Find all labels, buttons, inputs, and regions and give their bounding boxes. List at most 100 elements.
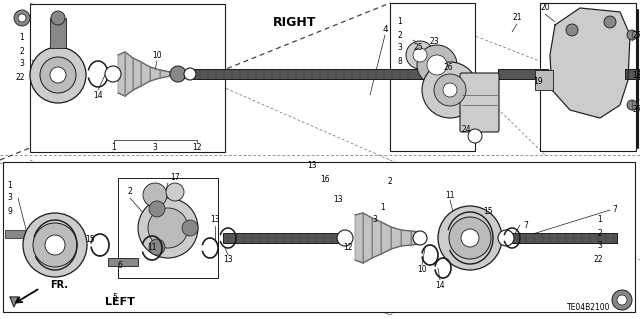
Circle shape [143, 183, 167, 207]
Text: 10: 10 [152, 50, 162, 60]
Circle shape [438, 206, 502, 270]
Text: 15: 15 [85, 235, 95, 244]
Polygon shape [550, 8, 630, 118]
Circle shape [149, 239, 165, 255]
Polygon shape [372, 218, 381, 258]
Circle shape [417, 45, 457, 85]
Text: 27: 27 [632, 31, 640, 40]
Circle shape [434, 74, 466, 106]
Text: 2: 2 [20, 47, 24, 56]
Text: 18: 18 [632, 70, 640, 79]
Text: 7: 7 [612, 205, 618, 214]
Circle shape [30, 47, 86, 103]
Text: 19: 19 [533, 78, 543, 86]
Text: 14: 14 [435, 280, 445, 290]
Text: 21: 21 [512, 13, 522, 23]
Bar [512, 233, 617, 243]
Text: 3: 3 [397, 43, 403, 53]
Circle shape [337, 230, 353, 246]
Text: 15: 15 [483, 207, 493, 217]
Text: 3: 3 [20, 60, 24, 69]
Circle shape [18, 14, 26, 22]
Text: 25: 25 [413, 43, 423, 53]
Polygon shape [160, 70, 170, 78]
Circle shape [627, 100, 637, 110]
Polygon shape [391, 227, 401, 249]
Circle shape [184, 68, 196, 80]
Circle shape [612, 290, 632, 310]
Circle shape [604, 16, 616, 28]
Bar [118, 178, 218, 278]
Circle shape [182, 220, 198, 236]
Bar [223, 233, 343, 243]
Polygon shape [170, 72, 178, 76]
Bar [535, 70, 553, 90]
Text: 16: 16 [320, 175, 330, 184]
Text: TE04B2100: TE04B2100 [566, 303, 610, 313]
Bar [193, 69, 423, 79]
Text: 12: 12 [343, 243, 353, 253]
Text: 22: 22 [593, 255, 603, 263]
Polygon shape [150, 67, 160, 81]
Text: 9: 9 [8, 206, 12, 216]
Text: 6: 6 [118, 261, 122, 270]
Bar [390, 3, 475, 151]
Bar [108, 258, 138, 266]
Text: 3: 3 [598, 241, 602, 250]
Circle shape [627, 30, 637, 40]
Text: 27: 27 [632, 106, 640, 115]
Text: 3: 3 [372, 216, 378, 225]
Circle shape [40, 57, 76, 93]
Text: 7: 7 [524, 220, 529, 229]
Bar [5, 230, 25, 238]
Text: 22: 22 [15, 72, 25, 81]
Circle shape [443, 83, 457, 97]
Text: 14: 14 [93, 91, 103, 100]
Circle shape [498, 230, 514, 246]
Text: 1: 1 [8, 181, 12, 189]
Polygon shape [411, 231, 420, 245]
Text: 12: 12 [192, 144, 202, 152]
Text: 2: 2 [598, 228, 602, 238]
Text: 5: 5 [113, 293, 117, 302]
Bar [30, 4, 225, 152]
Circle shape [427, 55, 447, 75]
Circle shape [50, 67, 66, 83]
Text: 8: 8 [397, 56, 403, 65]
Circle shape [148, 208, 188, 248]
Polygon shape [141, 62, 150, 86]
Polygon shape [133, 58, 141, 90]
Text: 1: 1 [397, 18, 403, 26]
Text: 13: 13 [223, 256, 233, 264]
Circle shape [14, 10, 30, 26]
Circle shape [617, 295, 627, 305]
Polygon shape [10, 297, 18, 307]
Text: 3: 3 [152, 144, 157, 152]
Circle shape [170, 66, 186, 82]
Polygon shape [125, 52, 133, 96]
Text: 13: 13 [307, 160, 317, 169]
Bar [3, 162, 635, 312]
FancyBboxPatch shape [460, 73, 499, 132]
Text: 1: 1 [20, 33, 24, 42]
Circle shape [149, 201, 165, 217]
Circle shape [461, 229, 479, 247]
Polygon shape [363, 213, 372, 263]
Text: 2: 2 [397, 31, 403, 40]
Text: 23: 23 [429, 38, 439, 47]
Text: 2: 2 [388, 177, 392, 187]
Circle shape [449, 217, 491, 259]
Text: 13: 13 [210, 216, 220, 225]
Text: 10: 10 [417, 265, 427, 275]
Text: 17: 17 [170, 173, 180, 182]
Circle shape [23, 213, 87, 277]
Circle shape [566, 24, 578, 36]
Polygon shape [118, 52, 125, 96]
Polygon shape [401, 230, 411, 246]
Bar [625, 69, 640, 79]
Circle shape [51, 11, 65, 25]
Text: 26: 26 [443, 63, 453, 72]
Circle shape [138, 198, 198, 258]
Text: FR.: FR. [50, 280, 68, 290]
Text: 13: 13 [333, 196, 343, 204]
